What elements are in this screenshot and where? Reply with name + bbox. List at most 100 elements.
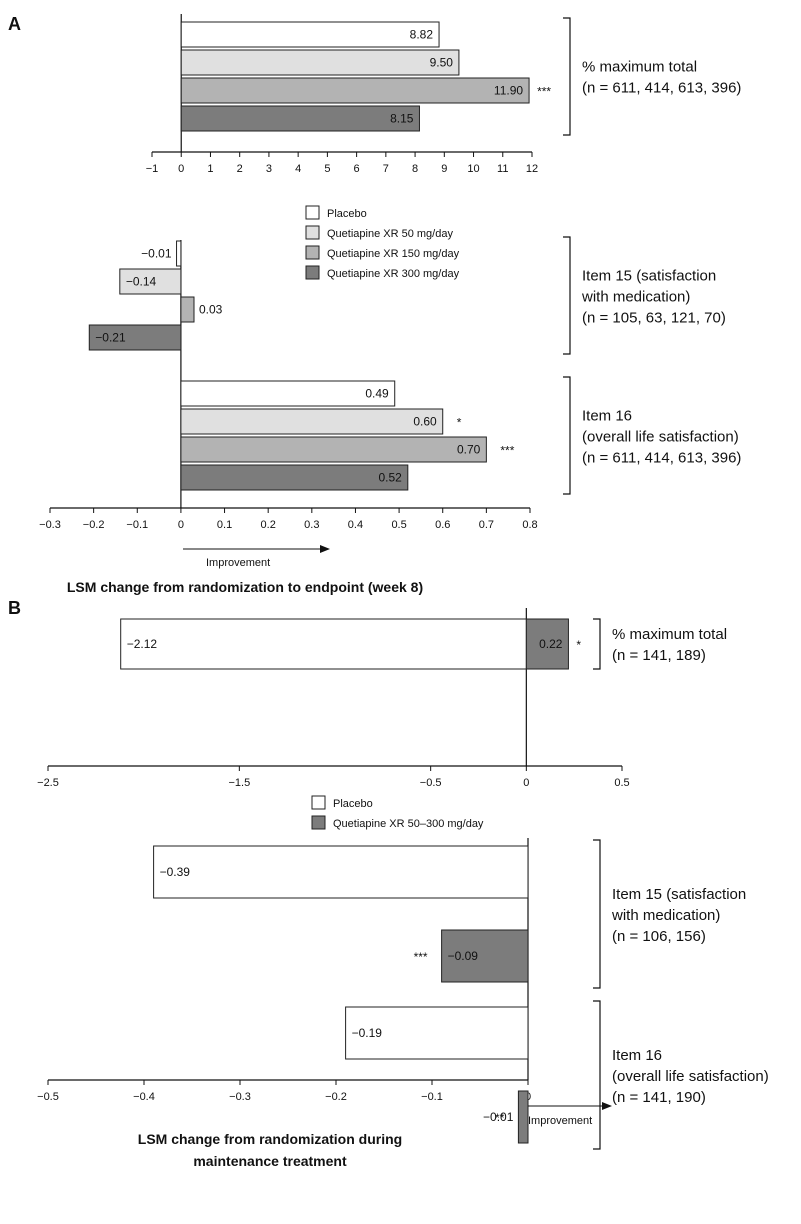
p0-s0-g0-significance: *** bbox=[537, 85, 551, 99]
p0-s1-g1-bar bbox=[180, 436, 487, 463]
legend-a-label: Placebo bbox=[327, 208, 367, 220]
p1-s0-g0-bar bbox=[120, 618, 527, 670]
legend-b-swatch bbox=[311, 795, 326, 810]
p1-s1-tick-label: −0.2 bbox=[325, 1091, 347, 1103]
p0-s1-g0-label: Item 15 (satisfaction bbox=[582, 268, 716, 285]
p0-s0-tick-label: 10 bbox=[467, 163, 479, 175]
p0-s1-g0-label: (n = 105, 63, 121, 70) bbox=[582, 310, 726, 327]
p0-s1-tick-label: 0.5 bbox=[391, 519, 406, 531]
p1-s0-g0-label: (n = 141, 189) bbox=[612, 647, 706, 664]
p0-s1-g1-value-label: 0.60 bbox=[413, 415, 437, 429]
p1-s1-g0-value-label: −0.09 bbox=[448, 949, 479, 963]
p0-s1-g0-label: with medication) bbox=[581, 289, 690, 306]
p1-s0-tick-label: −1.5 bbox=[228, 777, 250, 789]
legend-b-swatch bbox=[311, 815, 326, 830]
p0-s1-tick-label: 0 bbox=[178, 519, 184, 531]
p0-s1-tick-label: 0.2 bbox=[261, 519, 276, 531]
p0-s0-g0-bar bbox=[180, 77, 530, 104]
p0-s0-tick-label: 11 bbox=[497, 163, 508, 175]
p1-s0-tick-label: −0.5 bbox=[420, 777, 442, 789]
p0-s1-g1-bracket bbox=[563, 376, 571, 495]
legend-b-label: Quetiapine XR 50–300 mg/day bbox=[333, 818, 484, 830]
p0-s0-g0-value-label: 9.50 bbox=[430, 56, 454, 70]
p1-s1-g0-bracket bbox=[593, 839, 601, 989]
p0-s1-g1-label: (n = 611, 414, 613, 396) bbox=[582, 450, 741, 467]
improvement-label-b: Improvement bbox=[528, 1115, 592, 1127]
p0-s0-g0-bar bbox=[180, 105, 420, 132]
p1-s1-g0-label: (n = 106, 156) bbox=[612, 928, 706, 945]
p0-s1-g1-bar bbox=[180, 380, 396, 407]
p1-s1-g1-label: (n = 141, 190) bbox=[612, 1089, 706, 1106]
p0-s0-tick-label: 4 bbox=[295, 163, 301, 175]
p0-s0-tick-label: 7 bbox=[383, 163, 389, 175]
legend-a-swatch bbox=[305, 205, 320, 220]
p0-s0-tick-label: 2 bbox=[237, 163, 243, 175]
p0-s0-tick-label: 0 bbox=[178, 163, 184, 175]
p1-s1-tick-label: −0.3 bbox=[229, 1091, 251, 1103]
p0-s0-g0-value-label: 8.15 bbox=[390, 112, 414, 126]
p1-s1-g1-value-label: −0.19 bbox=[352, 1026, 383, 1040]
p1-s1-tick-label: −0.4 bbox=[133, 1091, 155, 1103]
p0-s1-g0-bar bbox=[176, 240, 182, 267]
p0-s0-tick-label: 12 bbox=[526, 163, 538, 175]
p0-s1-g1-significance: * bbox=[457, 416, 462, 430]
p0-s0-g0-value-label: 8.82 bbox=[410, 28, 434, 42]
p0-s1-tick-label: 0.8 bbox=[522, 519, 537, 531]
p0-s1-tick-label: 0.3 bbox=[304, 519, 319, 531]
p0-s1-g0-value-label: −0.01 bbox=[141, 247, 172, 261]
improvement-arrow-b-head bbox=[602, 1102, 612, 1110]
improvement-arrow-a-head bbox=[320, 545, 330, 553]
panel-label-a: A bbox=[8, 14, 21, 34]
p1-s1-g1-label: Item 16 bbox=[612, 1047, 662, 1064]
p0-s1-tick-label: −0.1 bbox=[126, 519, 148, 531]
p0-s1-tick-label: −0.2 bbox=[83, 519, 105, 531]
p0-s1-tick-label: 0.4 bbox=[348, 519, 363, 531]
p0-s1-tick-label: 0.1 bbox=[217, 519, 232, 531]
p1-s1-g1-value-label: −0.01 bbox=[483, 1110, 514, 1124]
p0-s0-g0-bar bbox=[180, 21, 440, 48]
p1-s1-g1-bar bbox=[517, 1090, 529, 1144]
legend-a-label: Quetiapine XR 50 mg/day bbox=[327, 228, 453, 240]
p0-s0-tick-label: 5 bbox=[324, 163, 330, 175]
p1-s1-g0-significance: *** bbox=[414, 950, 428, 964]
p1-s1-tick-label: −0.5 bbox=[37, 1091, 59, 1103]
p0-s1-g1-label: (overall life satisfaction) bbox=[582, 429, 739, 446]
p0-s0-g0-value-label: 11.90 bbox=[494, 84, 523, 98]
p0-s0-tick-label: 8 bbox=[412, 163, 418, 175]
p1-s1-g1-bracket bbox=[593, 1000, 601, 1150]
panel-label-b: B bbox=[8, 598, 21, 618]
x-axis-title-a: LSM change from randomization to endpoin… bbox=[67, 579, 423, 595]
p1-s1-g0-label: Item 15 (satisfaction bbox=[612, 886, 746, 903]
p1-s0-tick-label: 0 bbox=[523, 777, 529, 789]
p1-s1-g0-value-label: −0.39 bbox=[160, 865, 191, 879]
p1-s0-g0-value-label: −2.12 bbox=[127, 637, 158, 651]
p0-s0-tick-label: 3 bbox=[266, 163, 272, 175]
p0-s0-tick-label: 6 bbox=[354, 163, 360, 175]
improvement-label-a: Improvement bbox=[206, 557, 270, 569]
p0-s0-tick-label: 9 bbox=[441, 163, 447, 175]
p0-s1-g1-label: Item 16 bbox=[582, 408, 632, 425]
p1-s1-g1-label: (overall life satisfaction) bbox=[612, 1068, 769, 1085]
p0-s0-g0-label: (n = 611, 414, 613, 396) bbox=[582, 80, 741, 97]
p1-s0-g0-bracket bbox=[593, 618, 601, 670]
p0-s1-g0-value-label: −0.14 bbox=[126, 275, 157, 289]
x-axis-title-b-line2: maintenance treatment bbox=[193, 1153, 347, 1169]
p0-s1-g0-value-label: 0.03 bbox=[199, 303, 223, 317]
p0-s1-g0-value-label: −0.21 bbox=[95, 331, 126, 345]
p1-s1-g0-label: with medication) bbox=[611, 907, 720, 924]
p1-s0-g0-significance: * bbox=[576, 638, 581, 652]
p0-s1-g1-value-label: 0.70 bbox=[457, 443, 481, 457]
p0-s1-g0-bracket bbox=[563, 236, 571, 355]
p0-s1-g1-value-label: 0.52 bbox=[378, 471, 402, 485]
p0-s1-g1-value-label: 0.49 bbox=[365, 387, 389, 401]
p0-s1-tick-label: −0.3 bbox=[39, 519, 61, 531]
p1-s1-g1-bar bbox=[345, 1006, 529, 1060]
p0-s0-tick-label: 1 bbox=[207, 163, 213, 175]
p0-s1-g0-bar bbox=[119, 268, 182, 295]
p1-s0-g0-bar bbox=[525, 618, 569, 670]
p1-s1-tick-label: −0.1 bbox=[421, 1091, 443, 1103]
p1-s0-tick-label: −2.5 bbox=[37, 777, 59, 789]
p1-s1-g0-bar bbox=[441, 929, 529, 983]
p0-s1-tick-label: 0.7 bbox=[479, 519, 494, 531]
